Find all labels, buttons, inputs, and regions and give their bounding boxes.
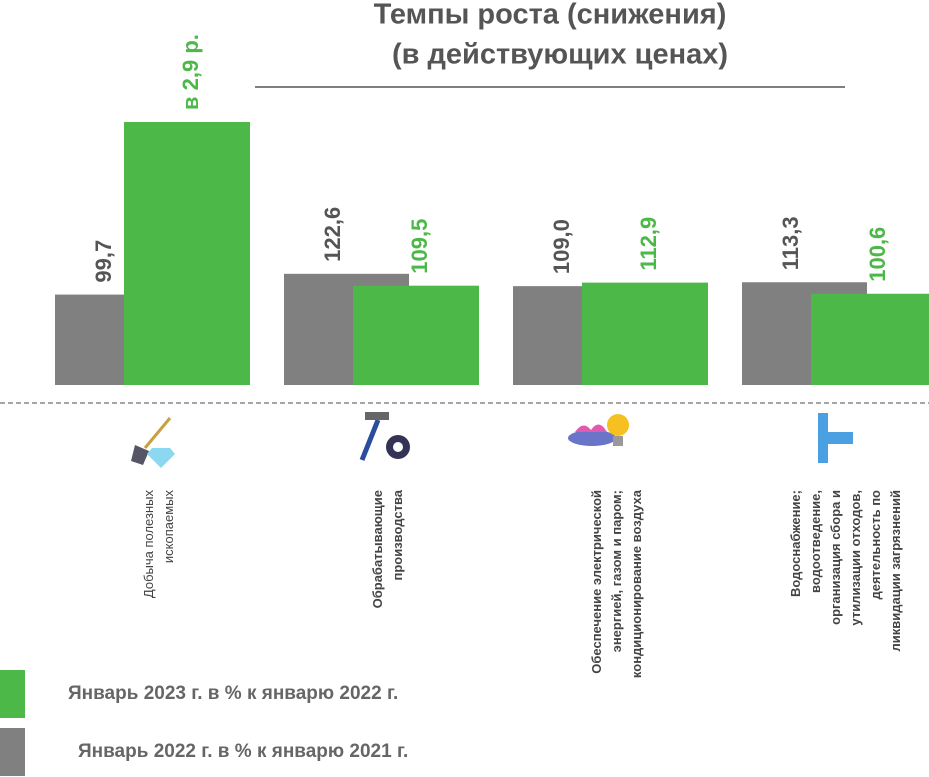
bar [582,282,708,385]
icon-manufacturing [359,412,410,461]
value-label: 109,0 [549,219,574,274]
legend-swatch [0,728,25,776]
value-label: 122,6 [320,207,345,262]
icon-energy [568,414,629,446]
legend-label: Январь 2022 г. в % к январю 2021 г. [78,741,408,762]
bar [811,293,929,385]
legend-swatch [0,670,25,718]
value-label: 113,3 [778,216,803,270]
bar [124,122,250,385]
chart-subtitle: (в действующих ценах) [392,39,728,71]
icon-water [818,413,853,463]
category-label: Водоснабжение; водоотведение, организация … [788,490,903,652]
value-label: 100,6 [865,227,890,282]
chart-title: Темпы роста (снижения) [374,0,727,31]
value-label: 99,7 [91,240,116,283]
category-label: Обрабатывающие производства [370,489,405,608]
icon-mining [131,417,175,468]
category-label: Обеспечение электрической энергией, газом… [589,489,644,678]
legend-label: Январь 2023 г. в % к январю 2022 г. [68,683,398,704]
value-label: 109,5 [407,219,432,274]
category-label: Добыча полезных ископаемых [141,490,176,599]
value-label: в 2,9 р. [178,34,203,110]
bar [353,285,479,385]
value-label: 112,9 [636,217,661,271]
